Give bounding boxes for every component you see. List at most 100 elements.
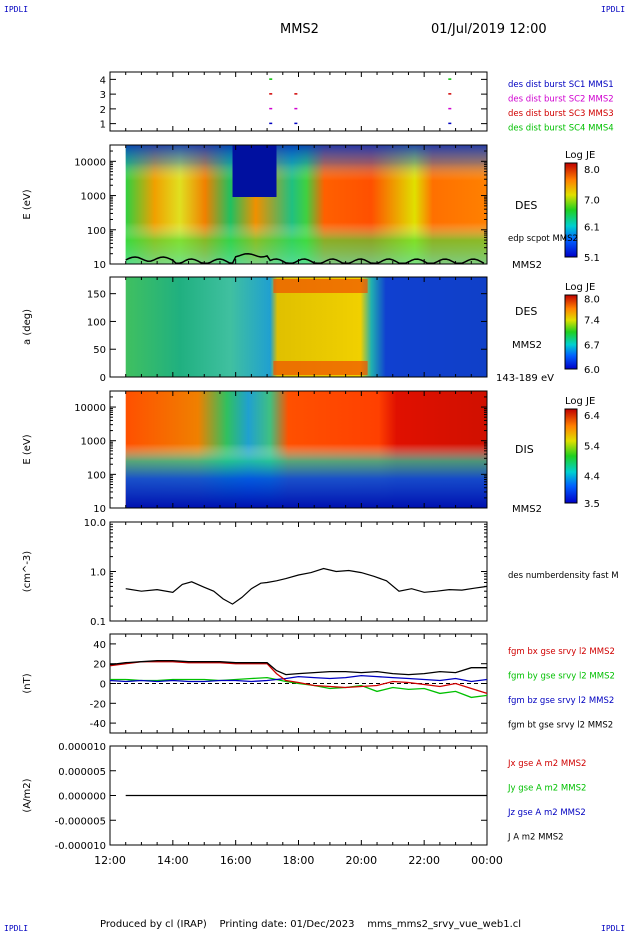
y-tick-label: 0 (100, 373, 106, 384)
y-tick-label: 1000 (81, 437, 106, 448)
colorbar-4-title: Log JE (565, 396, 595, 407)
time-axis-label: 16:00 (220, 854, 252, 867)
colorbar-tick-label: 6.1 (584, 223, 600, 234)
y-tick-label: -0.000005 (55, 816, 106, 827)
y-tick-label: 20 (93, 660, 106, 671)
y-tick-label: 2 (100, 105, 106, 116)
panel-5-frame (109, 521, 488, 622)
y-tick-label: -20 (90, 699, 106, 710)
colorbar-4 (564, 408, 578, 504)
bfield-series-line (109, 660, 487, 676)
current-legend-entry: J A m2 MMS2 (507, 833, 564, 843)
burst-legend-entry: des dist burst SC1 MMS1 (508, 80, 614, 90)
burst-legend-entry: des dist burst SC3 MMS3 (508, 109, 614, 119)
colorbar-3-title: Log JE (565, 282, 595, 293)
colorbar-tick-label: 5.4 (584, 441, 600, 452)
colorbar-tick-label: 6.4 (584, 411, 600, 422)
y-tick-label: 100 (87, 226, 106, 237)
y-tick-label: 1000 (81, 192, 106, 203)
burst-mark (448, 93, 452, 95)
panel-2-ylabel: E (eV) (22, 189, 33, 219)
y-tick-label: 100 (87, 470, 106, 481)
panel-5-ylabel: (cm^-3) (22, 551, 33, 592)
y-tick-label: 150 (87, 290, 106, 301)
burst-mark (448, 122, 452, 125)
panel-3-sc-label: MMS2 (512, 340, 542, 351)
des-pitch-heatmap (125, 277, 487, 377)
current-legend-entry: Jz gse A m2 MMS2 (507, 808, 586, 818)
y-tick-label: 50 (93, 345, 106, 356)
y-tick-label: 10 (93, 260, 106, 271)
dis-energy-heatmap-overlay (125, 391, 487, 508)
panel-6-ylabel: (nT) (22, 673, 33, 693)
colorbar-tick-label: 7.0 (584, 195, 600, 206)
corner-label-bottom-right: IPDLI (601, 924, 626, 933)
spacecraft-title: MMS2 (280, 22, 319, 37)
y-tick-label: 10.0 (84, 518, 106, 529)
burst-mark (294, 93, 298, 95)
des-pitch-heatmap-field-aligned (273, 279, 368, 293)
y-tick-label: 10000 (74, 157, 106, 168)
time-axis-label: 14:00 (157, 854, 189, 867)
burst-mark (269, 122, 273, 125)
burst-mark (269, 78, 273, 80)
colorbar-tick-label: 3.5 (584, 499, 600, 510)
y-tick-label: -0.000010 (55, 841, 106, 852)
colorbar-tick-label: 6.0 (584, 365, 600, 376)
panel-4-label: DIS (515, 443, 534, 456)
y-tick-label: 3 (100, 90, 106, 101)
y-tick-label: 40 (93, 640, 106, 651)
panel-1-frame (109, 71, 488, 132)
time-axis-label: 20:00 (345, 854, 377, 867)
bfield-series-line (109, 674, 488, 683)
des-energy-heatmap-overlay (125, 145, 487, 264)
burst-mark (294, 107, 298, 110)
panel-3-ylabel: a (deg) (22, 309, 33, 345)
y-tick-label: 0 (100, 680, 106, 691)
panel-4-ylabel: E (eV) (22, 434, 33, 464)
corner-label-top-left: IPDLI (4, 5, 29, 14)
y-tick-label: 10000 (74, 403, 106, 414)
panel-2-sc-label: MMS2 (512, 260, 542, 271)
y-tick-label: 4 (100, 75, 106, 86)
density-series-line (125, 567, 488, 605)
des-pitch-heatmap-anti-aligned (273, 361, 368, 375)
bfield-legend-entry: fgm bz gse srvy l2 MMS2 (508, 696, 614, 706)
y-tick-label: 0.000000 (58, 792, 106, 803)
panel-4-sc-label: MMS2 (512, 504, 542, 515)
time-axis-label: 00:00 (471, 854, 503, 867)
colorbar-2-title: Log JE (565, 150, 595, 161)
panel-2-overlay-label: edp scpot MMS2 (508, 234, 578, 244)
panel-3-label: DES (515, 305, 537, 318)
time-axis-label: 12:00 (94, 854, 126, 867)
y-tick-label: 0.000010 (58, 742, 106, 753)
bfield-legend-entry: fgm bt gse srvy l2 MMS2 (508, 721, 613, 731)
burst-mark (448, 107, 452, 110)
current-legend-entry: Jy gse A m2 MMS2 (507, 784, 586, 794)
bfield-legend-entry: fgm by gse srvy l2 MMS2 (508, 672, 615, 682)
footer-text: Produced by cl (IRAP) Printing date: 01/… (100, 919, 522, 930)
y-tick-label: 0.1 (90, 617, 106, 628)
burst-mark (269, 107, 273, 110)
y-tick-label: 100 (87, 317, 106, 328)
current-legend-entry: Jx gse A m2 MMS2 (507, 759, 586, 769)
y-tick-label: 1.0 (90, 568, 106, 579)
panel-2-label: DES (515, 199, 537, 212)
corner-label-top-right: IPDLI (601, 5, 626, 14)
colorbar-tick-label: 6.7 (584, 340, 600, 351)
panel-7-ylabel: (A/m2) (22, 778, 33, 812)
colorbar-tick-label: 8.0 (584, 295, 600, 306)
corner-label-bottom-left: IPDLI (4, 924, 29, 933)
colorbar-tick-label: 7.4 (584, 316, 600, 327)
bfield-series-line (109, 661, 488, 695)
time-axis-label: 22:00 (408, 854, 440, 867)
time-axis-label: 18:00 (283, 854, 315, 867)
y-tick-label: 10 (93, 504, 106, 515)
y-tick-label: 0.000005 (58, 767, 106, 778)
burst-mark (294, 122, 298, 125)
burst-legend-entry: des dist burst SC2 MMS2 (508, 95, 614, 105)
burst-legend-entry: des dist burst SC4 MMS4 (508, 124, 614, 134)
bfield-series-line (110, 676, 488, 699)
burst-mark (448, 78, 452, 80)
